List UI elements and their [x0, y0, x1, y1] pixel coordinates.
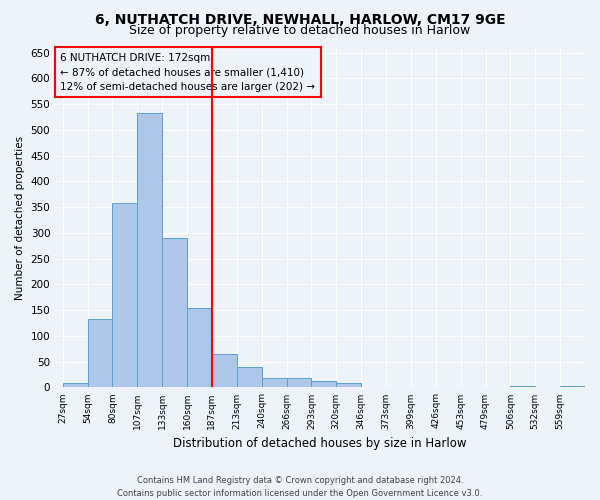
- Bar: [287, 378, 311, 388]
- Bar: [162, 238, 187, 388]
- X-axis label: Distribution of detached houses by size in Harlow: Distribution of detached houses by size …: [173, 437, 467, 450]
- Bar: [560, 386, 585, 388]
- Text: Contains HM Land Registry data © Crown copyright and database right 2024.
Contai: Contains HM Land Registry data © Crown c…: [118, 476, 482, 498]
- Bar: [187, 308, 212, 388]
- Bar: [311, 380, 336, 388]
- Bar: [112, 203, 137, 388]
- Text: 6 NUTHATCH DRIVE: 172sqm
← 87% of detached houses are smaller (1,410)
12% of sem: 6 NUTHATCH DRIVE: 172sqm ← 87% of detach…: [61, 52, 316, 92]
- Bar: [62, 384, 88, 388]
- Text: 6, NUTHATCH DRIVE, NEWHALL, HARLOW, CM17 9GE: 6, NUTHATCH DRIVE, NEWHALL, HARLOW, CM17…: [95, 12, 505, 26]
- Bar: [336, 384, 361, 388]
- Bar: [137, 113, 162, 388]
- Text: Size of property relative to detached houses in Harlow: Size of property relative to detached ho…: [130, 24, 470, 37]
- Bar: [237, 367, 262, 388]
- Y-axis label: Number of detached properties: Number of detached properties: [15, 136, 25, 300]
- Bar: [262, 378, 287, 388]
- Bar: [212, 354, 237, 388]
- Bar: [511, 386, 535, 388]
- Bar: [88, 319, 112, 388]
